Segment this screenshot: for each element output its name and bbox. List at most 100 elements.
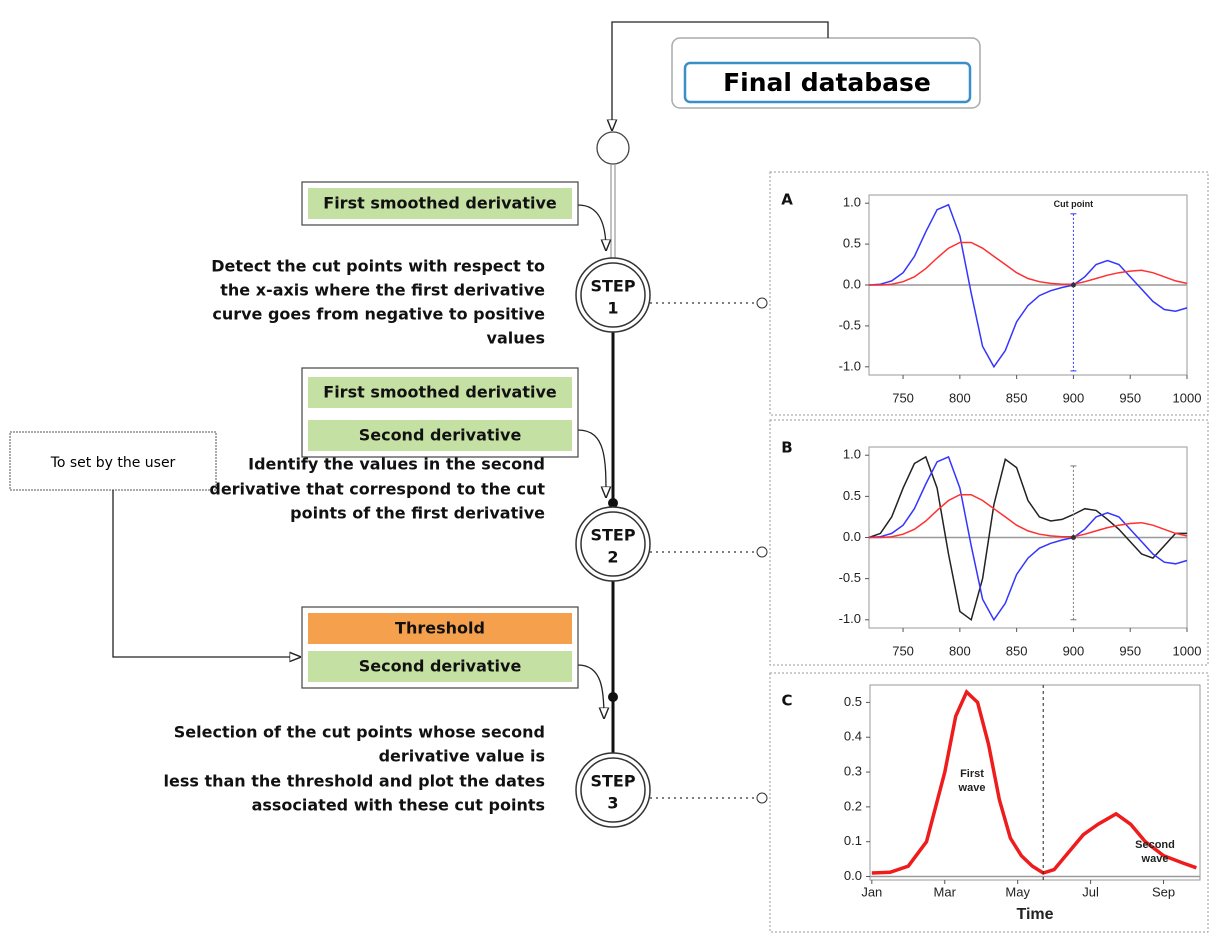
x-tick-label: 950 bbox=[1119, 643, 1141, 658]
arrow bbox=[112, 490, 300, 657]
x-tick-label: 800 bbox=[949, 390, 971, 405]
connector-end bbox=[756, 792, 768, 804]
arrow bbox=[577, 429, 606, 497]
step-description: associated with these cut points bbox=[252, 796, 545, 815]
y-tick-label: 0.0 bbox=[843, 529, 861, 544]
connector-end bbox=[756, 546, 768, 558]
x-tick-label: Mar bbox=[934, 884, 957, 899]
y-tick-label: -1.0 bbox=[839, 611, 861, 626]
cut-point-dot bbox=[1070, 282, 1076, 288]
x-tick-label: Jan bbox=[861, 884, 882, 899]
annotation: Second bbox=[1135, 839, 1175, 851]
x-tick-label: 950 bbox=[1119, 390, 1141, 405]
final-label: Final database bbox=[723, 68, 931, 97]
step-node bbox=[575, 506, 651, 582]
input-label: Threshold bbox=[395, 619, 485, 638]
x-axis-title: Time bbox=[1016, 906, 1053, 923]
start-node bbox=[596, 131, 630, 165]
y-tick-label: 1.0 bbox=[843, 195, 861, 210]
x-tick-label: 1000 bbox=[1173, 643, 1202, 658]
arrow bbox=[577, 204, 606, 250]
y-tick-label: 0.4 bbox=[844, 729, 862, 744]
x-tick-label: 900 bbox=[1063, 643, 1085, 658]
final-box bbox=[683, 61, 972, 104]
annotation: Cut point bbox=[1054, 199, 1094, 209]
step-node bbox=[575, 257, 651, 333]
x-tick-label: 750 bbox=[892, 390, 914, 405]
plot-frame bbox=[869, 684, 1201, 881]
step-number: 2 bbox=[607, 548, 618, 567]
y-tick-label: -0.5 bbox=[839, 317, 861, 332]
step-node-inner bbox=[580, 757, 646, 823]
arrow bbox=[577, 664, 604, 718]
y-tick-label: 0.5 bbox=[843, 236, 861, 251]
series-line bbox=[869, 241, 1188, 286]
input-label: First smoothed derivative bbox=[323, 383, 557, 402]
series-line bbox=[868, 455, 1187, 622]
connector-end bbox=[756, 297, 768, 309]
input-row bbox=[308, 613, 572, 644]
panel-letter: A bbox=[781, 191, 793, 209]
step-label: STEP bbox=[590, 277, 635, 296]
x-tick-label: 850 bbox=[1006, 390, 1028, 405]
annotation: wave bbox=[958, 782, 986, 794]
step-description: Identify the values in the second bbox=[248, 455, 545, 474]
x-tick-label: 900 bbox=[1063, 390, 1085, 405]
step-label: STEP bbox=[590, 526, 635, 545]
y-tick-label: 0.5 bbox=[844, 694, 862, 709]
panel-frame bbox=[769, 171, 1209, 416]
step-number: 1 bbox=[607, 299, 618, 318]
annotation: First bbox=[960, 768, 984, 780]
user-box bbox=[9, 431, 217, 491]
x-tick-label: 800 bbox=[949, 643, 971, 658]
input-label: Second derivative bbox=[359, 426, 522, 445]
step-description: derivative that correspond to the cut bbox=[209, 480, 545, 499]
user-label: To set by the user bbox=[50, 455, 176, 471]
input-row bbox=[308, 188, 572, 219]
step-description: Detect the cut points with respect to bbox=[211, 257, 545, 276]
input-label: First smoothed derivative bbox=[323, 194, 557, 213]
y-tick-label: 0.3 bbox=[844, 763, 862, 778]
y-tick-label: 0.0 bbox=[843, 276, 861, 291]
step-description: Selection of the cut points whose second bbox=[174, 723, 545, 742]
step-label: STEP bbox=[590, 772, 635, 791]
x-tick-label: 1000 bbox=[1173, 390, 1202, 405]
step-node-inner bbox=[580, 262, 646, 328]
input-row bbox=[308, 420, 572, 451]
step-description: values bbox=[487, 329, 545, 348]
y-tick-label: -0.5 bbox=[839, 570, 861, 585]
x-tick-label: May bbox=[1005, 884, 1030, 899]
series-line bbox=[869, 493, 1188, 539]
y-tick-label: 1.0 bbox=[843, 447, 861, 462]
input-row bbox=[308, 651, 572, 682]
step-description: curve goes from negative to positive bbox=[212, 305, 545, 324]
panel-letter: B bbox=[781, 439, 792, 457]
series-line bbox=[871, 689, 1197, 875]
y-tick-label: 0.0 bbox=[844, 868, 862, 883]
y-tick-label: 0.5 bbox=[843, 488, 861, 503]
step-description: derivative value is bbox=[379, 747, 545, 766]
step-node bbox=[575, 752, 651, 828]
junction bbox=[608, 498, 618, 508]
cut-point-dot bbox=[1070, 535, 1076, 540]
input-label: Second derivative bbox=[359, 657, 522, 676]
x-tick-label: Sep bbox=[1152, 884, 1175, 899]
y-tick-label: 0.2 bbox=[844, 798, 862, 813]
y-tick-label: 0.1 bbox=[844, 833, 862, 848]
step-description: less than the threshold and plot the dat… bbox=[164, 772, 546, 791]
step-description: the x-axis where the first derivative bbox=[220, 281, 545, 300]
x-tick-label: 850 bbox=[1006, 643, 1028, 658]
x-tick-label: Jul bbox=[1082, 884, 1099, 899]
series-line bbox=[868, 455, 1188, 622]
series-line bbox=[868, 203, 1188, 369]
junction bbox=[608, 692, 618, 702]
input-row bbox=[308, 377, 572, 408]
step-node-inner bbox=[580, 511, 646, 577]
arrow bbox=[612, 21, 829, 130]
y-tick-label: -1.0 bbox=[839, 358, 861, 373]
panel-letter: C bbox=[781, 692, 792, 710]
x-tick-label: 750 bbox=[892, 643, 914, 658]
annotation: wave bbox=[1141, 853, 1169, 865]
panel-frame bbox=[769, 672, 1209, 933]
